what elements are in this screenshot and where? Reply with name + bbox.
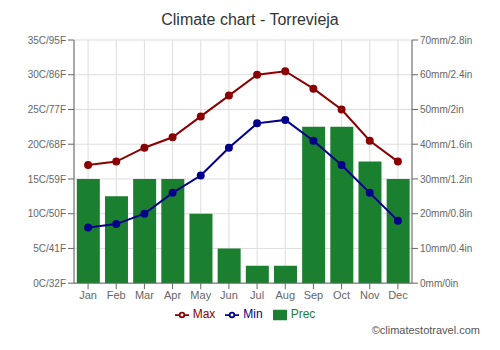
- svg-text:35C/95F: 35C/95F: [28, 35, 66, 46]
- svg-text:30C/86F: 30C/86F: [28, 69, 66, 80]
- svg-text:Apr: Apr: [164, 289, 181, 301]
- svg-text:20C/68F: 20C/68F: [28, 139, 66, 150]
- svg-text:50mm/2in: 50mm/2in: [420, 104, 464, 115]
- svg-text:0mm/0in: 0mm/0in: [420, 278, 458, 289]
- svg-text:Jul: Jul: [250, 289, 264, 301]
- html-text:Prec: Prec: [290, 307, 316, 322]
- svg-text:5C/41F: 5C/41F: [33, 243, 66, 254]
- svg-text:40mm/1.6in: 40mm/1.6in: [420, 139, 472, 150]
- svg-text:Dec: Dec: [388, 289, 408, 301]
- svg-text:Oct: Oct: [333, 289, 350, 301]
- html-text:Max: Max: [192, 307, 216, 322]
- svg-text:Nov: Nov: [360, 289, 380, 301]
- svg-text:20mm/0.8in: 20mm/0.8in: [420, 208, 472, 219]
- svg-text:Mar: Mar: [135, 289, 154, 301]
- svg-text:May: May: [190, 289, 211, 301]
- svg-text:Feb: Feb: [107, 289, 126, 301]
- svg-text:10C/50F: 10C/50F: [28, 208, 66, 219]
- svg-text:10mm/0.4in: 10mm/0.4in: [420, 243, 472, 254]
- svg-text:Jan: Jan: [79, 289, 97, 301]
- svg-text:Jun: Jun: [220, 289, 238, 301]
- svg-text:25C/77F: 25C/77F: [28, 104, 66, 115]
- html-text:Climate chart - Torrevieja: Climate chart - Torrevieja: [161, 11, 339, 28]
- svg-text:15C/59F: 15C/59F: [28, 174, 66, 185]
- svg-text:0C/32F: 0C/32F: [33, 278, 66, 289]
- html-text:Min: Min: [243, 307, 263, 322]
- svg-text:30mm/1.2in: 30mm/1.2in: [420, 174, 472, 185]
- svg-text:60mm/2.4in: 60mm/2.4in: [420, 69, 472, 80]
- html-text:©climatestotravel.com: ©climatestotravel.com: [371, 324, 480, 336]
- svg-text:70mm/2.8in: 70mm/2.8in: [420, 35, 472, 46]
- svg-text:Sep: Sep: [304, 289, 324, 301]
- svg-text:Aug: Aug: [275, 289, 295, 301]
